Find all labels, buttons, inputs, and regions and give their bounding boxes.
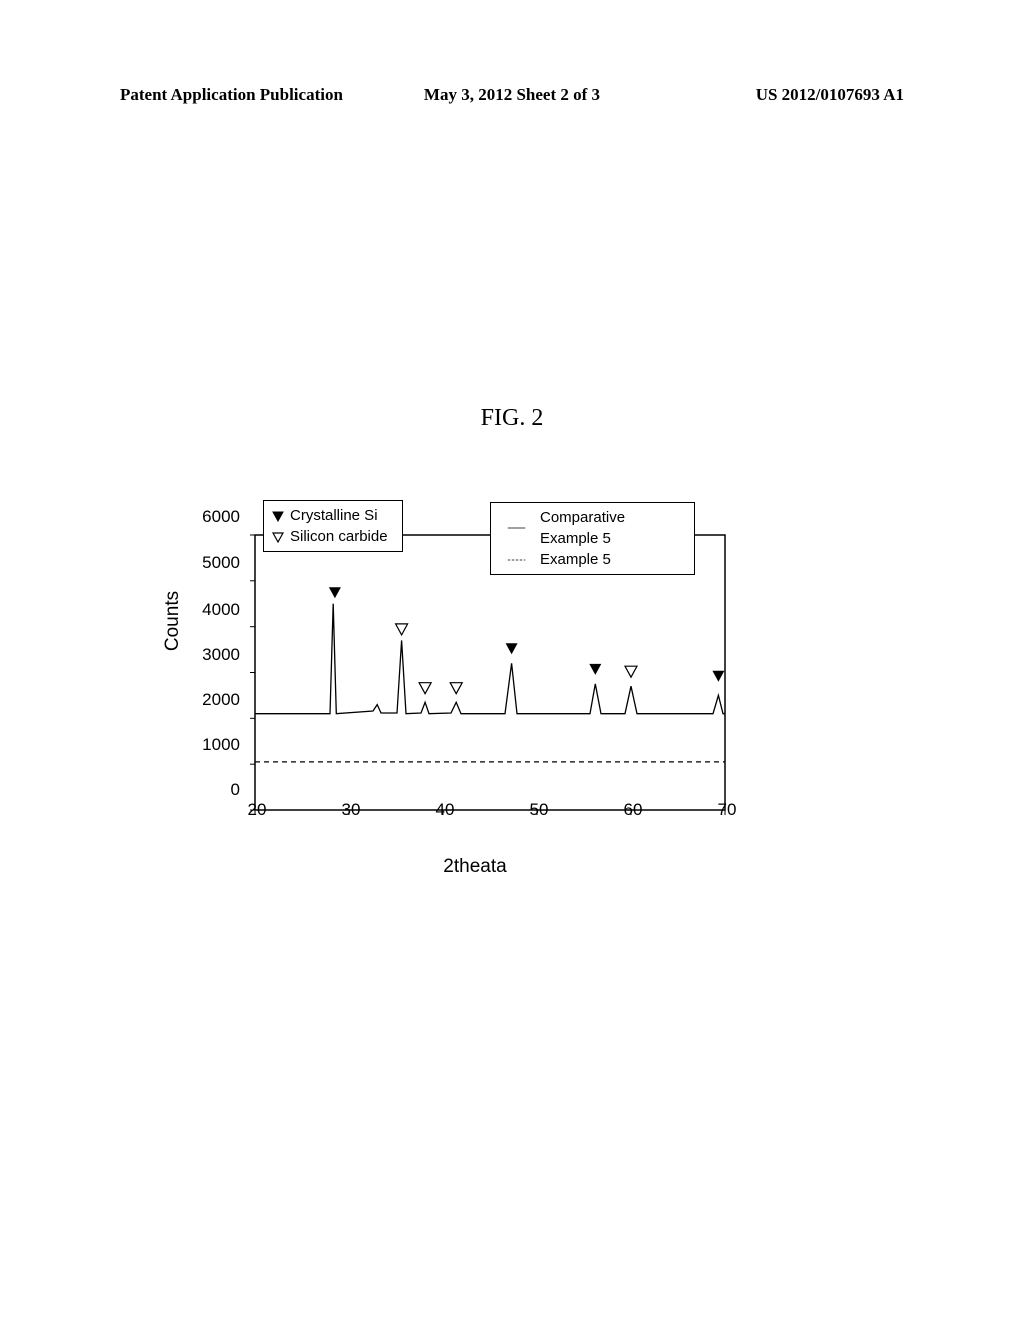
y-tick-3: 3000: [190, 645, 240, 665]
x-tick-3: 50: [524, 800, 554, 820]
header-right: US 2012/0107693 A1: [643, 85, 904, 105]
x-tick-2: 40: [430, 800, 460, 820]
plot-frame: [255, 535, 725, 810]
y-tick-4: 4000: [190, 600, 240, 620]
legend-label-silicon-carbide: Silicon carbide: [290, 526, 388, 547]
page-header: Patent Application Publication May 3, 20…: [120, 85, 904, 105]
legend-comparative-5: Comparative Example 5: [499, 507, 686, 549]
legend-label-comparative-5: Comparative Example 5: [540, 507, 686, 549]
solid-line-icon: [499, 527, 534, 529]
crystalline-si-markers: [329, 587, 725, 682]
x-tick-5: 70: [712, 800, 742, 820]
legend-markers: Crystalline Si Silicon carbide: [263, 500, 403, 552]
legend-crystalline-si: Crystalline Si: [272, 505, 394, 526]
x-tick-0: 20: [242, 800, 272, 820]
y-tick-0: 0: [190, 780, 240, 800]
y-tick-5: 5000: [190, 553, 240, 573]
comparative-5-line: [255, 604, 725, 714]
header-center: May 3, 2012 Sheet 2 of 3: [381, 85, 642, 105]
y-tick-1: 1000: [190, 735, 240, 755]
y-tick-6: 6000: [190, 507, 240, 527]
legend-silicon-carbide: Silicon carbide: [272, 526, 394, 547]
x-axis-label: 2theata: [195, 856, 755, 878]
legend-label-crystalline-si: Crystalline Si: [290, 505, 378, 526]
filled-triangle-down-icon: [272, 510, 284, 522]
silicon-carbide-markers: [396, 624, 637, 694]
open-triangle-down-icon: [272, 531, 284, 543]
y-tick-2: 2000: [190, 690, 240, 710]
x-tick-1: 30: [336, 800, 366, 820]
legend-example-5: Example 5: [499, 549, 686, 570]
legend-label-example-5: Example 5: [540, 549, 611, 570]
x-tick-4: 60: [618, 800, 648, 820]
xrd-chart: Counts 0 1000 2000 3000 4000 5000 6000 2…: [195, 495, 755, 875]
figure-caption: FIG. 2: [0, 405, 1024, 432]
dashed-line-icon: [499, 559, 534, 561]
y-axis-label: Counts: [162, 591, 184, 651]
header-left: Patent Application Publication: [120, 85, 381, 105]
legend-lines: Comparative Example 5 Example 5: [490, 502, 695, 575]
